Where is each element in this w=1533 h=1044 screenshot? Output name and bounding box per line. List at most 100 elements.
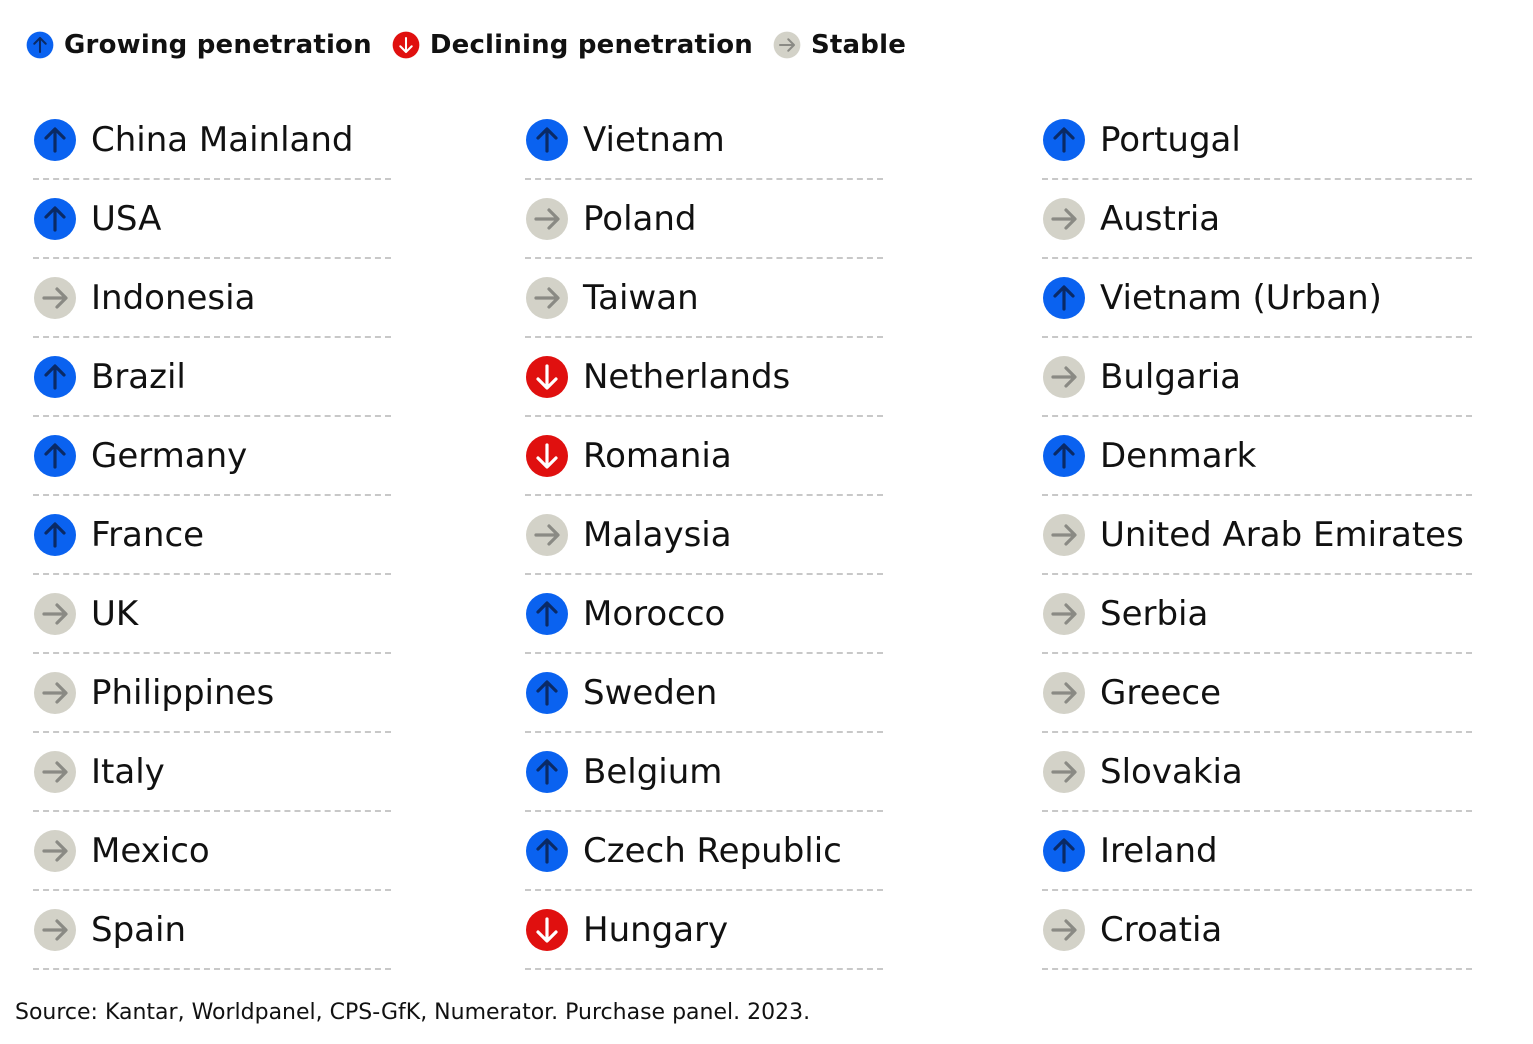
country-row: Mexico bbox=[33, 812, 391, 891]
legend-item-growing: Growing penetration bbox=[26, 30, 372, 60]
arrow-up-icon bbox=[526, 671, 568, 714]
legend-label-declining: Declining penetration bbox=[429, 30, 753, 60]
country-label: Italy bbox=[91, 751, 165, 792]
country-label: Netherlands bbox=[583, 356, 791, 397]
country-label: Greece bbox=[1100, 672, 1222, 713]
country-row: Denmark bbox=[1042, 417, 1472, 496]
country-label: Spain bbox=[91, 909, 186, 950]
country-row: Ireland bbox=[1042, 812, 1472, 891]
country-row: Greece bbox=[1042, 654, 1472, 733]
country-label: Austria bbox=[1100, 198, 1221, 239]
country-row: Brazil bbox=[33, 338, 391, 417]
arrow-right-icon bbox=[526, 276, 568, 319]
arrow-up-icon bbox=[526, 592, 568, 635]
country-row: Philippines bbox=[33, 654, 391, 733]
arrow-right-icon bbox=[526, 197, 568, 240]
legend-item-stable: Stable bbox=[773, 30, 906, 60]
country-label: Taiwan bbox=[583, 277, 699, 318]
legend-label-growing: Growing penetration bbox=[64, 30, 372, 60]
country-label: China Mainland bbox=[91, 119, 354, 160]
arrow-up-icon bbox=[1043, 829, 1085, 872]
country-label: Morocco bbox=[583, 593, 726, 634]
arrow-up-icon bbox=[34, 355, 76, 398]
arrow-right-icon bbox=[34, 829, 76, 872]
arrow-up-icon bbox=[26, 31, 54, 59]
country-row: China Mainland bbox=[33, 101, 391, 180]
country-row: Taiwan bbox=[525, 259, 883, 338]
country-row: Slovakia bbox=[1042, 733, 1472, 812]
country-row: Indonesia bbox=[33, 259, 391, 338]
country-label: Malaysia bbox=[583, 514, 732, 555]
legend-label-stable: Stable bbox=[810, 30, 907, 60]
country-label: Czech Republic bbox=[583, 830, 842, 871]
arrow-down-icon bbox=[526, 355, 568, 398]
country-row: Morocco bbox=[525, 575, 883, 654]
country-row: Hungary bbox=[525, 891, 883, 970]
country-label: Bulgaria bbox=[1100, 356, 1241, 397]
column-3: Portugal Austria Vietnam (Urban) Bulgaria De… bbox=[1042, 101, 1472, 970]
country-label: Romania bbox=[583, 435, 732, 476]
arrow-right-icon bbox=[1043, 908, 1085, 951]
legend-item-declining: Declining penetration bbox=[392, 30, 753, 60]
arrow-down-icon bbox=[392, 31, 420, 59]
column-2: Vietnam Poland Taiwan Netherlands Romania Mal… bbox=[525, 101, 883, 970]
country-label: Slovakia bbox=[1100, 751, 1243, 792]
arrow-up-icon bbox=[34, 118, 76, 161]
arrow-up-icon bbox=[34, 197, 76, 240]
country-label: Hungary bbox=[583, 909, 729, 950]
arrow-right-icon bbox=[526, 513, 568, 556]
arrow-right-icon bbox=[1043, 750, 1085, 793]
country-row: Vietnam (Urban) bbox=[1042, 259, 1472, 338]
country-row: Malaysia bbox=[525, 496, 883, 575]
arrow-right-icon bbox=[34, 908, 76, 951]
country-label: Sweden bbox=[583, 672, 718, 713]
arrow-right-icon bbox=[1043, 671, 1085, 714]
country-row: UK bbox=[33, 575, 391, 654]
arrow-down-icon bbox=[526, 908, 568, 951]
country-label: Portugal bbox=[1100, 119, 1241, 160]
country-row: Croatia bbox=[1042, 891, 1472, 970]
arrow-up-icon bbox=[526, 829, 568, 872]
country-label: Serbia bbox=[1100, 593, 1209, 634]
arrow-right-icon bbox=[34, 276, 76, 319]
country-trend-table: China Mainland USA Indonesia Brazil Germany F… bbox=[0, 101, 1533, 971]
legend: Growing penetration Declining penetratio… bbox=[26, 30, 926, 60]
country-label: Indonesia bbox=[91, 277, 256, 318]
country-row: Germany bbox=[33, 417, 391, 496]
arrow-right-icon bbox=[34, 750, 76, 793]
country-label: Poland bbox=[583, 198, 697, 239]
arrow-right-icon bbox=[1043, 355, 1085, 398]
country-row: Romania bbox=[525, 417, 883, 496]
country-label: Croatia bbox=[1100, 909, 1223, 950]
arrow-up-icon bbox=[1043, 434, 1085, 477]
country-row: USA bbox=[33, 180, 391, 259]
country-label: France bbox=[91, 514, 205, 555]
arrow-up-icon bbox=[1043, 276, 1085, 319]
arrow-up-icon bbox=[526, 750, 568, 793]
arrow-right-icon bbox=[34, 592, 76, 635]
arrow-right-icon bbox=[34, 671, 76, 714]
country-row: Czech Republic bbox=[525, 812, 883, 891]
arrow-right-icon bbox=[1043, 197, 1085, 240]
country-row: Sweden bbox=[525, 654, 883, 733]
country-label: Ireland bbox=[1100, 830, 1218, 871]
country-label: Mexico bbox=[91, 830, 210, 871]
country-row: Belgium bbox=[525, 733, 883, 812]
country-label: United Arab Emirates bbox=[1100, 514, 1464, 555]
arrow-right-icon bbox=[773, 31, 801, 59]
country-label: UK bbox=[91, 593, 139, 634]
country-row: Poland bbox=[525, 180, 883, 259]
country-label: Belgium bbox=[583, 751, 723, 792]
country-row: Vietnam bbox=[525, 101, 883, 180]
country-row: United Arab Emirates bbox=[1042, 496, 1472, 575]
country-label: Germany bbox=[91, 435, 248, 476]
country-row: Spain bbox=[33, 891, 391, 970]
arrow-up-icon bbox=[34, 434, 76, 477]
country-label: Denmark bbox=[1100, 435, 1257, 476]
country-label: USA bbox=[91, 198, 162, 239]
country-row: Italy bbox=[33, 733, 391, 812]
country-row: France bbox=[33, 496, 391, 575]
arrow-up-icon bbox=[34, 513, 76, 556]
arrow-up-icon bbox=[1043, 118, 1085, 161]
country-row: Netherlands bbox=[525, 338, 883, 417]
